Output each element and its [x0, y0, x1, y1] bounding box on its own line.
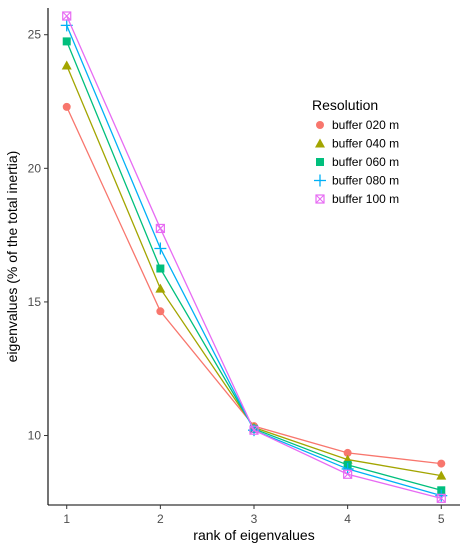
data-point: [155, 223, 165, 234]
x-tick-label: 5: [438, 512, 445, 526]
legend: Resolution buffer 020 m buffer 040 m buffer…: [312, 97, 399, 206]
x-tick-label: 1: [63, 512, 70, 526]
data-point-box: [343, 469, 353, 479]
y-tick-label: 25: [28, 28, 42, 42]
legend-item: buffer 080 m: [314, 174, 399, 188]
y-tick-label: 10: [28, 429, 42, 443]
data-point: [62, 102, 71, 111]
data-point: [156, 264, 165, 273]
data-point: [61, 60, 72, 70]
data-point: [62, 37, 71, 46]
axes: 1 2 3 4 5 10 15 20 25 rank of eigenvalues eigenval…: [4, 8, 460, 543]
data-point-d2: [62, 11, 72, 21]
legend-label: buffer 060 m: [332, 155, 399, 169]
legend-key: [315, 138, 325, 148]
legend-key: [314, 174, 326, 187]
x-tick-label: 2: [157, 512, 164, 526]
data-point: [437, 459, 446, 468]
legend-item: buffer 020 m: [316, 118, 399, 132]
legend-key: [315, 194, 325, 204]
y-tick-label: 15: [28, 295, 42, 309]
legend-label: buffer 080 m: [332, 174, 399, 188]
data-point: [343, 448, 352, 457]
data-point-d2: [249, 425, 259, 435]
legend-key: [316, 121, 324, 129]
data-point: [155, 283, 166, 293]
data-point: [436, 493, 446, 503]
legend-label: buffer 020 m: [332, 118, 399, 132]
legend-key-box: [315, 194, 325, 204]
legend-item: buffer 060 m: [316, 155, 399, 169]
data-point: [62, 11, 72, 21]
data-point-box: [249, 425, 259, 435]
data-point: [343, 469, 353, 479]
data-point-box: [155, 223, 165, 234]
data-point-box: [62, 11, 72, 21]
data-point: [154, 242, 167, 255]
x-tick-label: 3: [251, 512, 258, 526]
data-point: [249, 425, 259, 435]
data-point-box: [436, 493, 446, 503]
legend-label: buffer 100 m: [332, 192, 399, 206]
data-point-d2: [343, 469, 353, 479]
legend-item: buffer 040 m: [315, 137, 399, 151]
legend-title: Resolution: [312, 97, 378, 113]
data-point: [341, 462, 354, 475]
legend-item: buffer 100 m: [315, 192, 399, 206]
data-point: [156, 307, 165, 316]
x-axis-title: rank of eigenvalues: [193, 527, 314, 543]
series-5: [62, 11, 446, 503]
y-axis-title: eigenvalues (% of the total inertia): [4, 151, 20, 363]
x-tick-label: 4: [344, 512, 351, 526]
legend-key: [316, 158, 324, 166]
legend-key-d2: [315, 194, 325, 204]
data-point-d2: [155, 224, 165, 233]
legend-label: buffer 040 m: [332, 137, 399, 151]
data-point-d2: [436, 493, 446, 503]
series-layer: [60, 11, 448, 503]
data-point: [436, 470, 447, 480]
y-tick-label: 20: [28, 161, 42, 175]
